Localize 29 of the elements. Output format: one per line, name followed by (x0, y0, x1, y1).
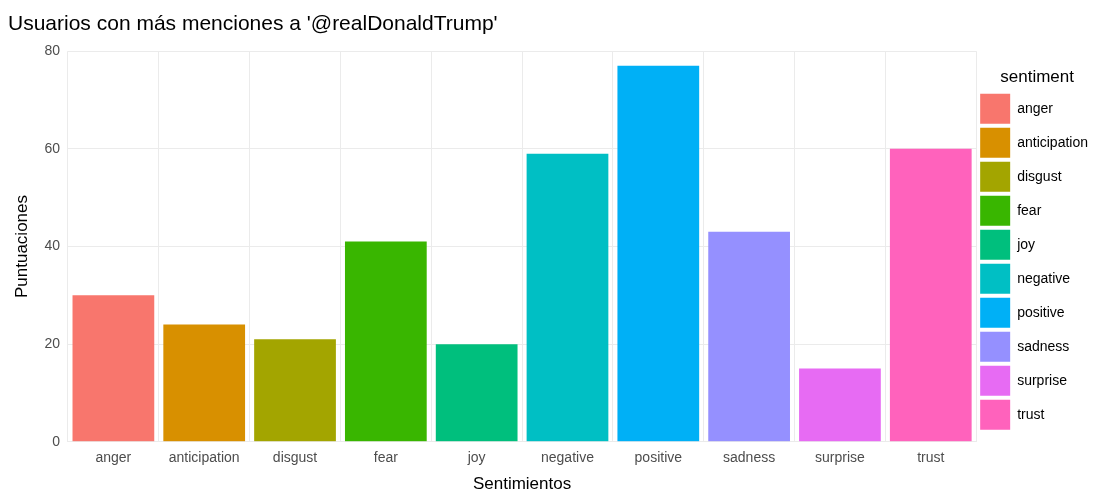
x-tick-label: negative (541, 449, 595, 466)
x-tick-label: anticipation (168, 449, 240, 466)
x-tick-label: positive (634, 449, 683, 466)
chart-title: Usuarios con más menciones a '@realDonaldTrump' (8, 11, 498, 35)
x-tick-label: disgust (272, 449, 318, 466)
legend-label: surprise (1017, 371, 1068, 388)
x-tick-label: surprise (815, 449, 866, 466)
y-tick-label: 80 (44, 42, 61, 59)
y-axis-title: Puntuaciones (11, 194, 31, 299)
x-tick-label: anger (95, 449, 132, 466)
x-tick-label: sadness (723, 449, 776, 466)
y-tick-label: 40 (44, 237, 61, 254)
legend-label: disgust (1017, 167, 1062, 184)
legend-title: sentiment (1000, 67, 1075, 87)
x-tick-label: fear (373, 449, 399, 466)
y-tick-label: 20 (44, 335, 61, 352)
legend-label: joy (1016, 235, 1036, 252)
legend-label: trust (1017, 405, 1045, 422)
legend-label: anticipation (1017, 133, 1088, 150)
legend-label: anger (1017, 99, 1054, 116)
x-tick-label: trust (917, 449, 945, 466)
legend-label: negative (1017, 269, 1071, 286)
legend-label: positive (1017, 303, 1065, 320)
legend-label: sadness (1017, 337, 1070, 354)
legend-label: fear (1017, 201, 1042, 218)
y-tick-label: 60 (44, 139, 61, 156)
x-axis-title: Sentimientos (472, 474, 572, 494)
x-tick-label: joy (466, 449, 486, 466)
y-tick-label: 0 (52, 432, 61, 449)
